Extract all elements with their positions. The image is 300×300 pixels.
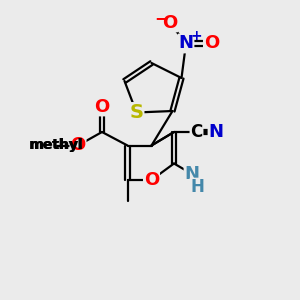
Text: C: C (190, 123, 202, 141)
Text: O: O (144, 171, 159, 189)
Text: +: + (191, 29, 202, 43)
Text: methyl: methyl (30, 139, 84, 152)
Text: O: O (204, 34, 219, 52)
Text: methyl: methyl (28, 139, 82, 152)
Text: N: N (178, 34, 194, 52)
Text: O: O (162, 14, 177, 32)
Text: O: O (94, 98, 110, 116)
Text: O: O (70, 136, 86, 154)
Text: H: H (190, 178, 204, 196)
Text: −: − (154, 9, 168, 27)
Text: N: N (184, 165, 200, 183)
Text: S: S (130, 103, 143, 122)
Text: N: N (208, 123, 224, 141)
